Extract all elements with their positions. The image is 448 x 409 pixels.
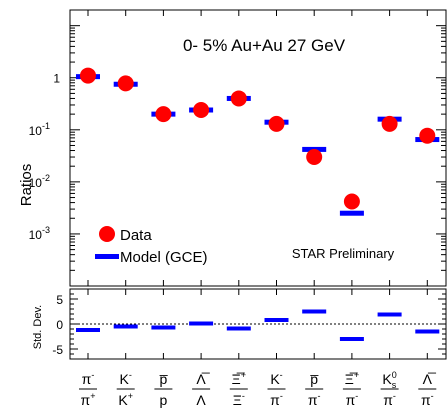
ratio-axis-ticks: 1 10-1 10-2 10-3 [29,9,446,287]
category-denominator: π+ [81,391,96,408]
ratio-panel-frame [69,9,447,287]
std-dev-axis-label: Std. Dev. [32,305,44,349]
data-point [268,115,285,132]
category-denominator: π- [308,391,321,408]
data-point [193,102,210,119]
category-numerator: Ξ̅+ [345,370,359,387]
category-denominator: K+ [118,391,133,408]
category-denominator: Ξ- [233,391,245,408]
y-tick-label: 1 [53,72,60,86]
chart-title: 0- 5% Au+Au 27 GeV [183,36,346,55]
category-numerator: π- [82,370,95,387]
std-dev-mark [151,325,176,330]
std-dev-mark [113,324,138,329]
std-dev-tick-label: 0 [56,318,63,332]
category-denominator: π- [270,391,283,408]
category-denominator: π- [383,391,396,408]
y-tick-label: 10-1 [29,121,50,138]
category-denominator: p [160,392,168,408]
category-label: Ξ̅+ π- [342,370,361,408]
category-label: K-π- [267,370,286,408]
legend: Data Model (GCE) [95,226,208,266]
legend-model-marker [95,254,119,259]
category-numerator: p̅ [309,371,319,387]
category-numerator: p̅ [159,371,169,387]
y-tick-label: 10-3 [29,225,50,242]
category-label: p̅ π- [305,371,324,408]
category-denominator: π- [421,391,434,408]
category-numerator: K- [120,370,132,387]
ratio-data-marks [76,67,440,216]
std-dev-tick-label: -5 [52,343,63,357]
category-label: p̅ p [154,371,173,408]
category-numerator: Λ̅ [423,371,437,387]
std-dev-axis-ticks: 5 0 -5 [52,289,446,359]
data-point [306,149,323,166]
std-dev-marks [76,309,440,341]
data-point [343,193,360,210]
category-label: K- K+ [116,370,135,408]
category-label: Λ̅ π- [418,371,437,408]
data-point [381,115,398,132]
std-dev-mark [339,337,364,341]
category-label: π-π+ [79,370,97,408]
legend-model-label: Model (GCE) [120,249,208,266]
category-denominator: Λ [196,392,206,408]
model-mark [339,210,364,216]
category-numerator: Ξ̅+ [232,370,246,387]
category-denominator: π- [346,391,359,408]
std-dev-mark [302,309,327,314]
std-dev-tick-label: 5 [56,293,63,307]
std-dev-mark [415,329,440,334]
std-dev-mark [189,321,214,326]
legend-data-marker [99,226,115,242]
star-preliminary-label: STAR Preliminary [292,246,395,261]
std-dev-mark [264,318,289,322]
std-dev-mark [76,328,100,332]
category-numerator: Λ̅ [196,371,210,387]
category-numerator: K- [270,370,282,387]
category-labels: π-π+K-K+p̅pΛ̅ΛΞ̅+Ξ-K-π-p̅π-Ξ̅+π-K0 sπ-Λ̅π… [79,370,437,408]
data-point [419,127,436,144]
y-axis-label: Ratios [18,164,35,207]
legend-data-label: Data [120,227,152,244]
category-label: Ξ̅+ Ξ- [229,370,248,408]
std-dev-mark [226,326,251,331]
category-numerator: K0 s [382,370,396,390]
data-point [80,67,96,84]
data-point [230,90,247,107]
category-label: Λ̅ Λ [192,371,211,408]
std-dev-mark [377,312,402,317]
y-tick-label: 10-2 [29,173,50,190]
category-label: K0 sπ- [380,370,399,408]
data-point [117,75,134,92]
data-point [155,106,172,123]
